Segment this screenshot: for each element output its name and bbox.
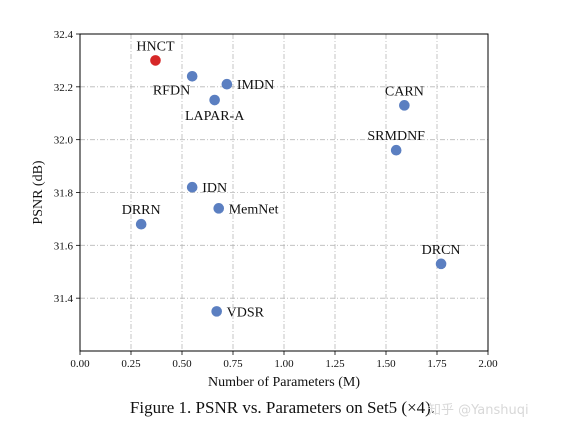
- point-carn: [399, 100, 410, 111]
- y-tick-label: 31.6: [54, 240, 74, 252]
- point-drrn: [135, 218, 147, 230]
- point-label-rfdn: RFDN: [153, 83, 190, 98]
- watermark: 知乎 @Yanshuqi: [428, 403, 529, 418]
- x-tick-label: 0.50: [172, 358, 192, 370]
- point-lapar-a: [209, 94, 220, 106]
- x-axis-label: Number of Parameters (M): [208, 375, 360, 390]
- point-imdn: [221, 78, 233, 90]
- tick-labels: 0.00 0.25 0.50 0.75 1.00 1.25 1.50 1.75 2.00 31.4…: [54, 29, 498, 370]
- y-tick-label: 32.4: [54, 29, 74, 41]
- x-tick-label: 1.25: [325, 358, 345, 370]
- scatter-plot: 0.00 0.25 0.50 0.75 1.00 1.25 1.50 1.75 2.00 31.4…: [31, 29, 498, 390]
- y-axis-label: PSNR (dB): [31, 160, 46, 225]
- x-tick-label: 1.50: [376, 358, 396, 370]
- point-label-hnct: HNCT: [136, 39, 175, 54]
- x-tick-label: 0.00: [70, 358, 90, 370]
- y-tick-label: 31.8: [54, 188, 74, 200]
- point-rfdn: [186, 70, 198, 82]
- point-label-memnet: MemNet: [229, 202, 279, 217]
- data-points: [135, 55, 447, 317]
- point-label-vdsr: VDSR: [227, 305, 265, 320]
- point-srmdnf: [390, 144, 402, 156]
- y-tick-label: 31.4: [54, 293, 74, 305]
- point-label-srmdnf: SRMDNF: [367, 129, 425, 144]
- x-tick-label: 2.00: [478, 358, 498, 370]
- point-label-drcn: DRCN: [422, 243, 461, 258]
- x-tick-label: 0.25: [121, 358, 141, 370]
- figure-caption: Figure 1. PSNR vs. Parameters on Set5 (×…: [129, 398, 436, 417]
- y-tick-label: 32.2: [54, 82, 73, 94]
- point-label-lapar-a: LAPAR-A: [185, 109, 245, 124]
- point-label-imdn: IMDN: [237, 78, 274, 93]
- point-memnet: [213, 203, 225, 214]
- point-label-drrn: DRRN: [122, 203, 161, 218]
- plot-frame: [79, 33, 489, 352]
- point-label-idn: IDN: [202, 181, 227, 196]
- point-hnct: [150, 55, 161, 66]
- x-tick-label: 1.00: [274, 358, 294, 370]
- x-tick-label: 1.75: [427, 358, 447, 370]
- point-vdsr: [211, 306, 222, 317]
- y-tick-label: 32.0: [54, 135, 74, 147]
- point-idn: [186, 181, 198, 193]
- x-tick-label: 0.75: [223, 358, 243, 370]
- point-drcn: [435, 258, 447, 270]
- point-label-carn: CARN: [385, 84, 424, 99]
- axes: [76, 33, 489, 355]
- grid-lines: [79, 33, 489, 351]
